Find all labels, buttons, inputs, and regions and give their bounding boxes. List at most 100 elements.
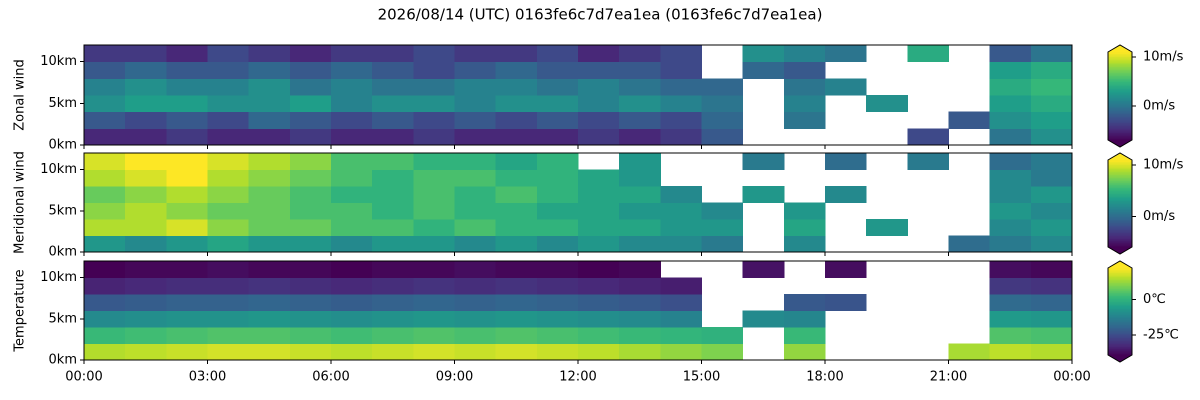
- cell: [289, 343, 332, 361]
- cell: [372, 277, 414, 295]
- colorbar-step: [1108, 160, 1132, 162]
- cell: [454, 169, 497, 187]
- cell: [248, 294, 291, 311]
- colorbar-step: [1108, 120, 1132, 123]
- cell: [495, 327, 538, 344]
- cell: [989, 343, 1032, 361]
- cell: [783, 78, 826, 96]
- cell: [742, 310, 785, 328]
- colorbar-step: [1108, 194, 1132, 197]
- cell: [248, 235, 291, 253]
- cell: [84, 153, 126, 170]
- cell: [742, 45, 785, 63]
- cell: [1030, 45, 1073, 63]
- cell: [989, 202, 1032, 220]
- cell: [454, 277, 497, 295]
- colorbar-tick-label: -25℃: [1143, 328, 1179, 343]
- cell: [619, 95, 661, 113]
- colorbar-step: [1108, 76, 1132, 79]
- cell: [578, 186, 620, 203]
- cell: [578, 78, 620, 96]
- cell: [84, 78, 126, 96]
- cell: [331, 294, 373, 311]
- colorbar-step: [1108, 199, 1132, 202]
- cell: [660, 202, 702, 220]
- cell: [207, 45, 250, 63]
- colorbar-step: [1108, 78, 1132, 81]
- cell: [825, 78, 867, 96]
- cell: [536, 61, 579, 79]
- colorbar-step: [1108, 59, 1132, 62]
- cell: [619, 202, 661, 220]
- cell: [619, 61, 661, 79]
- colorbar-step: [1108, 229, 1132, 232]
- cell: [372, 111, 414, 129]
- cell: [413, 128, 455, 146]
- colorbar-step: [1108, 278, 1132, 281]
- colorbar-step: [1108, 330, 1132, 333]
- cell: [413, 294, 455, 311]
- colorbar-step: [1108, 90, 1132, 93]
- cell: [989, 45, 1032, 63]
- cell: [701, 327, 744, 344]
- cell: [166, 169, 208, 187]
- cell: [454, 294, 497, 311]
- colorbar-step: [1108, 60, 1132, 63]
- cell: [948, 235, 991, 253]
- colorbar-extend-top: [1108, 261, 1132, 268]
- colorbar-step: [1108, 181, 1132, 184]
- cell: [413, 343, 455, 361]
- colorbar-step: [1108, 96, 1132, 98]
- cell: [701, 111, 744, 129]
- cell: [1030, 186, 1073, 203]
- cell: [742, 61, 785, 79]
- colorbar-tick-label: 0m/s: [1143, 209, 1175, 224]
- colorbar-step: [1108, 74, 1132, 76]
- colorbar-step: [1108, 174, 1132, 177]
- cell: [1030, 294, 1073, 311]
- cell: [989, 128, 1032, 146]
- colorbar-step: [1108, 180, 1132, 183]
- colorbar-step: [1108, 128, 1132, 131]
- cell: [989, 261, 1032, 278]
- cell: [289, 294, 332, 311]
- cell: [166, 61, 208, 79]
- colorbar-extend-bottom: [1108, 247, 1132, 254]
- cell: [536, 169, 579, 187]
- cell: [125, 261, 167, 278]
- cell: [372, 261, 414, 278]
- cell: [619, 261, 661, 278]
- cell: [207, 78, 250, 96]
- cell: [248, 343, 291, 361]
- colorbar-step: [1108, 206, 1132, 209]
- cell: [783, 235, 826, 253]
- cell: [331, 235, 373, 253]
- cell: [413, 111, 455, 129]
- cell: [413, 186, 455, 203]
- cell: [331, 169, 373, 187]
- cell: [207, 128, 250, 146]
- colorbar-step: [1108, 310, 1132, 312]
- cell: [372, 61, 414, 79]
- colorbar-step: [1108, 331, 1132, 334]
- cell: [578, 294, 620, 311]
- colorbar-step: [1108, 350, 1132, 353]
- colorbar-step: [1108, 283, 1132, 286]
- cell: [578, 343, 620, 361]
- cell: [207, 294, 250, 311]
- cell: [1030, 202, 1073, 220]
- cell: [413, 219, 455, 236]
- cell: [825, 294, 867, 311]
- cell: [783, 294, 826, 311]
- cell: [207, 261, 250, 278]
- cell: [989, 310, 1032, 328]
- cell: [989, 61, 1032, 79]
- cell: [1030, 310, 1073, 328]
- cell: [536, 327, 579, 344]
- colorbar-step: [1108, 71, 1132, 74]
- cell: [289, 310, 332, 328]
- cell: [1030, 169, 1073, 187]
- cell: [495, 61, 538, 79]
- colorbar-step: [1108, 352, 1132, 355]
- colorbar-step: [1108, 218, 1132, 220]
